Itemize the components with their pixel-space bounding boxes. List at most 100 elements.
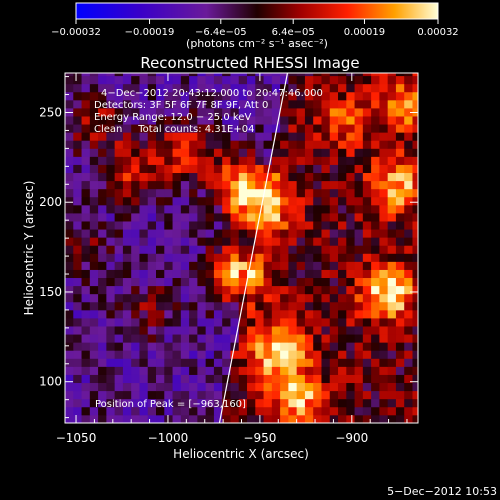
heatmap-cell xyxy=(387,334,397,343)
heatmap-cell xyxy=(230,204,240,214)
heatmap-cell xyxy=(205,132,215,141)
heatmap-cell xyxy=(139,334,149,343)
heatmap-cell xyxy=(247,309,256,319)
heatmap-cell xyxy=(222,188,231,198)
heatmap-cell xyxy=(280,414,289,423)
heatmap-cell xyxy=(106,99,116,109)
heatmap-cell xyxy=(89,91,99,101)
heatmap-cell xyxy=(238,108,248,117)
heatmap-cell xyxy=(189,390,198,400)
heatmap-cell xyxy=(205,221,215,230)
heatmap-cell xyxy=(371,382,380,392)
heatmap-cell xyxy=(122,124,132,133)
heatmap-cell xyxy=(280,91,289,101)
heatmap-cell xyxy=(263,358,273,367)
heatmap-cell xyxy=(213,326,223,335)
heatmap-cell xyxy=(172,374,182,384)
heatmap-cell xyxy=(313,253,322,262)
heatmap-cell xyxy=(395,237,405,246)
heatmap-cell xyxy=(65,374,74,384)
heatmap-cell xyxy=(73,326,82,335)
heatmap-cell xyxy=(313,237,322,246)
heatmap-cell xyxy=(321,293,331,303)
heatmap-cell xyxy=(98,108,107,117)
heatmap-cell xyxy=(280,358,289,367)
heatmap-cell xyxy=(81,285,91,295)
heatmap-cell xyxy=(271,180,281,190)
heatmap-cell xyxy=(139,390,149,400)
heatmap-cell xyxy=(371,293,380,303)
heatmap-cell xyxy=(122,309,132,319)
heatmap-cell xyxy=(139,148,149,157)
heatmap-cell xyxy=(313,108,322,117)
heatmap-cell xyxy=(288,334,298,343)
heatmap-cell xyxy=(263,237,273,246)
heatmap-cell xyxy=(387,213,397,222)
heatmap-cell xyxy=(304,83,314,93)
heatmap-cell xyxy=(313,390,322,400)
heatmap-cell xyxy=(288,318,298,327)
heatmap-cell xyxy=(147,164,157,174)
heatmap-cell xyxy=(247,414,256,423)
heatmap-cell xyxy=(89,132,99,141)
heatmap-cell xyxy=(156,390,165,400)
heatmap-cell xyxy=(156,132,165,141)
heatmap-cell xyxy=(247,140,256,149)
heatmap-cell xyxy=(238,213,248,222)
heatmap-cell xyxy=(346,140,355,149)
heatmap-cell xyxy=(404,196,413,206)
heatmap-cell xyxy=(255,326,264,335)
heatmap-cell xyxy=(205,91,215,101)
heatmap-cell xyxy=(139,342,149,351)
heatmap-cell xyxy=(255,245,264,254)
heatmap-cell xyxy=(304,342,314,351)
heatmap-cell xyxy=(106,108,116,117)
heatmap-cell xyxy=(114,237,124,246)
heatmap-cell xyxy=(122,253,132,262)
heatmap-cell xyxy=(412,229,418,238)
heatmap-cell xyxy=(122,366,132,375)
heatmap-cell xyxy=(321,221,331,230)
heatmap-cell xyxy=(362,398,372,408)
heatmap-cell xyxy=(288,245,298,254)
heatmap-cell xyxy=(354,245,364,254)
heatmap-cell xyxy=(354,269,364,279)
heatmap-cell xyxy=(412,116,418,125)
heatmap-cell xyxy=(230,285,240,295)
heatmap-cell xyxy=(321,398,331,408)
heatmap-cell xyxy=(131,358,140,367)
heatmap-cell xyxy=(395,132,405,141)
heatmap-cell xyxy=(271,156,281,165)
heatmap-cell xyxy=(288,414,298,423)
heatmap-cell xyxy=(255,116,264,125)
heatmap-cell xyxy=(164,75,173,85)
heatmap-cell xyxy=(371,132,380,141)
heatmap-cell xyxy=(247,374,256,384)
heatmap-cell xyxy=(263,75,273,85)
heatmap-cell xyxy=(255,309,264,319)
heatmap-cell xyxy=(164,73,173,77)
heatmap-cell xyxy=(362,253,372,262)
heatmap-cell xyxy=(255,269,264,279)
heatmap-cell xyxy=(65,318,74,327)
heatmap-cell xyxy=(222,342,231,351)
heatmap-cell xyxy=(346,221,355,230)
heatmap-cell xyxy=(205,390,215,400)
heatmap-cell xyxy=(65,261,74,270)
heatmap-cell xyxy=(205,277,215,287)
heatmap-cell xyxy=(280,366,289,375)
heatmap-cell xyxy=(296,285,306,295)
heatmap-cell xyxy=(230,301,240,311)
heatmap-cell xyxy=(354,350,364,359)
heatmap-cell xyxy=(180,382,190,392)
heatmap-cell xyxy=(164,398,173,408)
heatmap-cell xyxy=(379,318,389,327)
heatmap-cell xyxy=(412,301,418,311)
heatmap-cell xyxy=(247,326,256,335)
heatmap-cell xyxy=(189,309,198,319)
heatmap-cell xyxy=(354,237,364,246)
heatmap-cell xyxy=(213,285,223,295)
heatmap-cell xyxy=(371,108,380,117)
heatmap-cell xyxy=(346,342,355,351)
heatmap-cell xyxy=(222,334,231,343)
